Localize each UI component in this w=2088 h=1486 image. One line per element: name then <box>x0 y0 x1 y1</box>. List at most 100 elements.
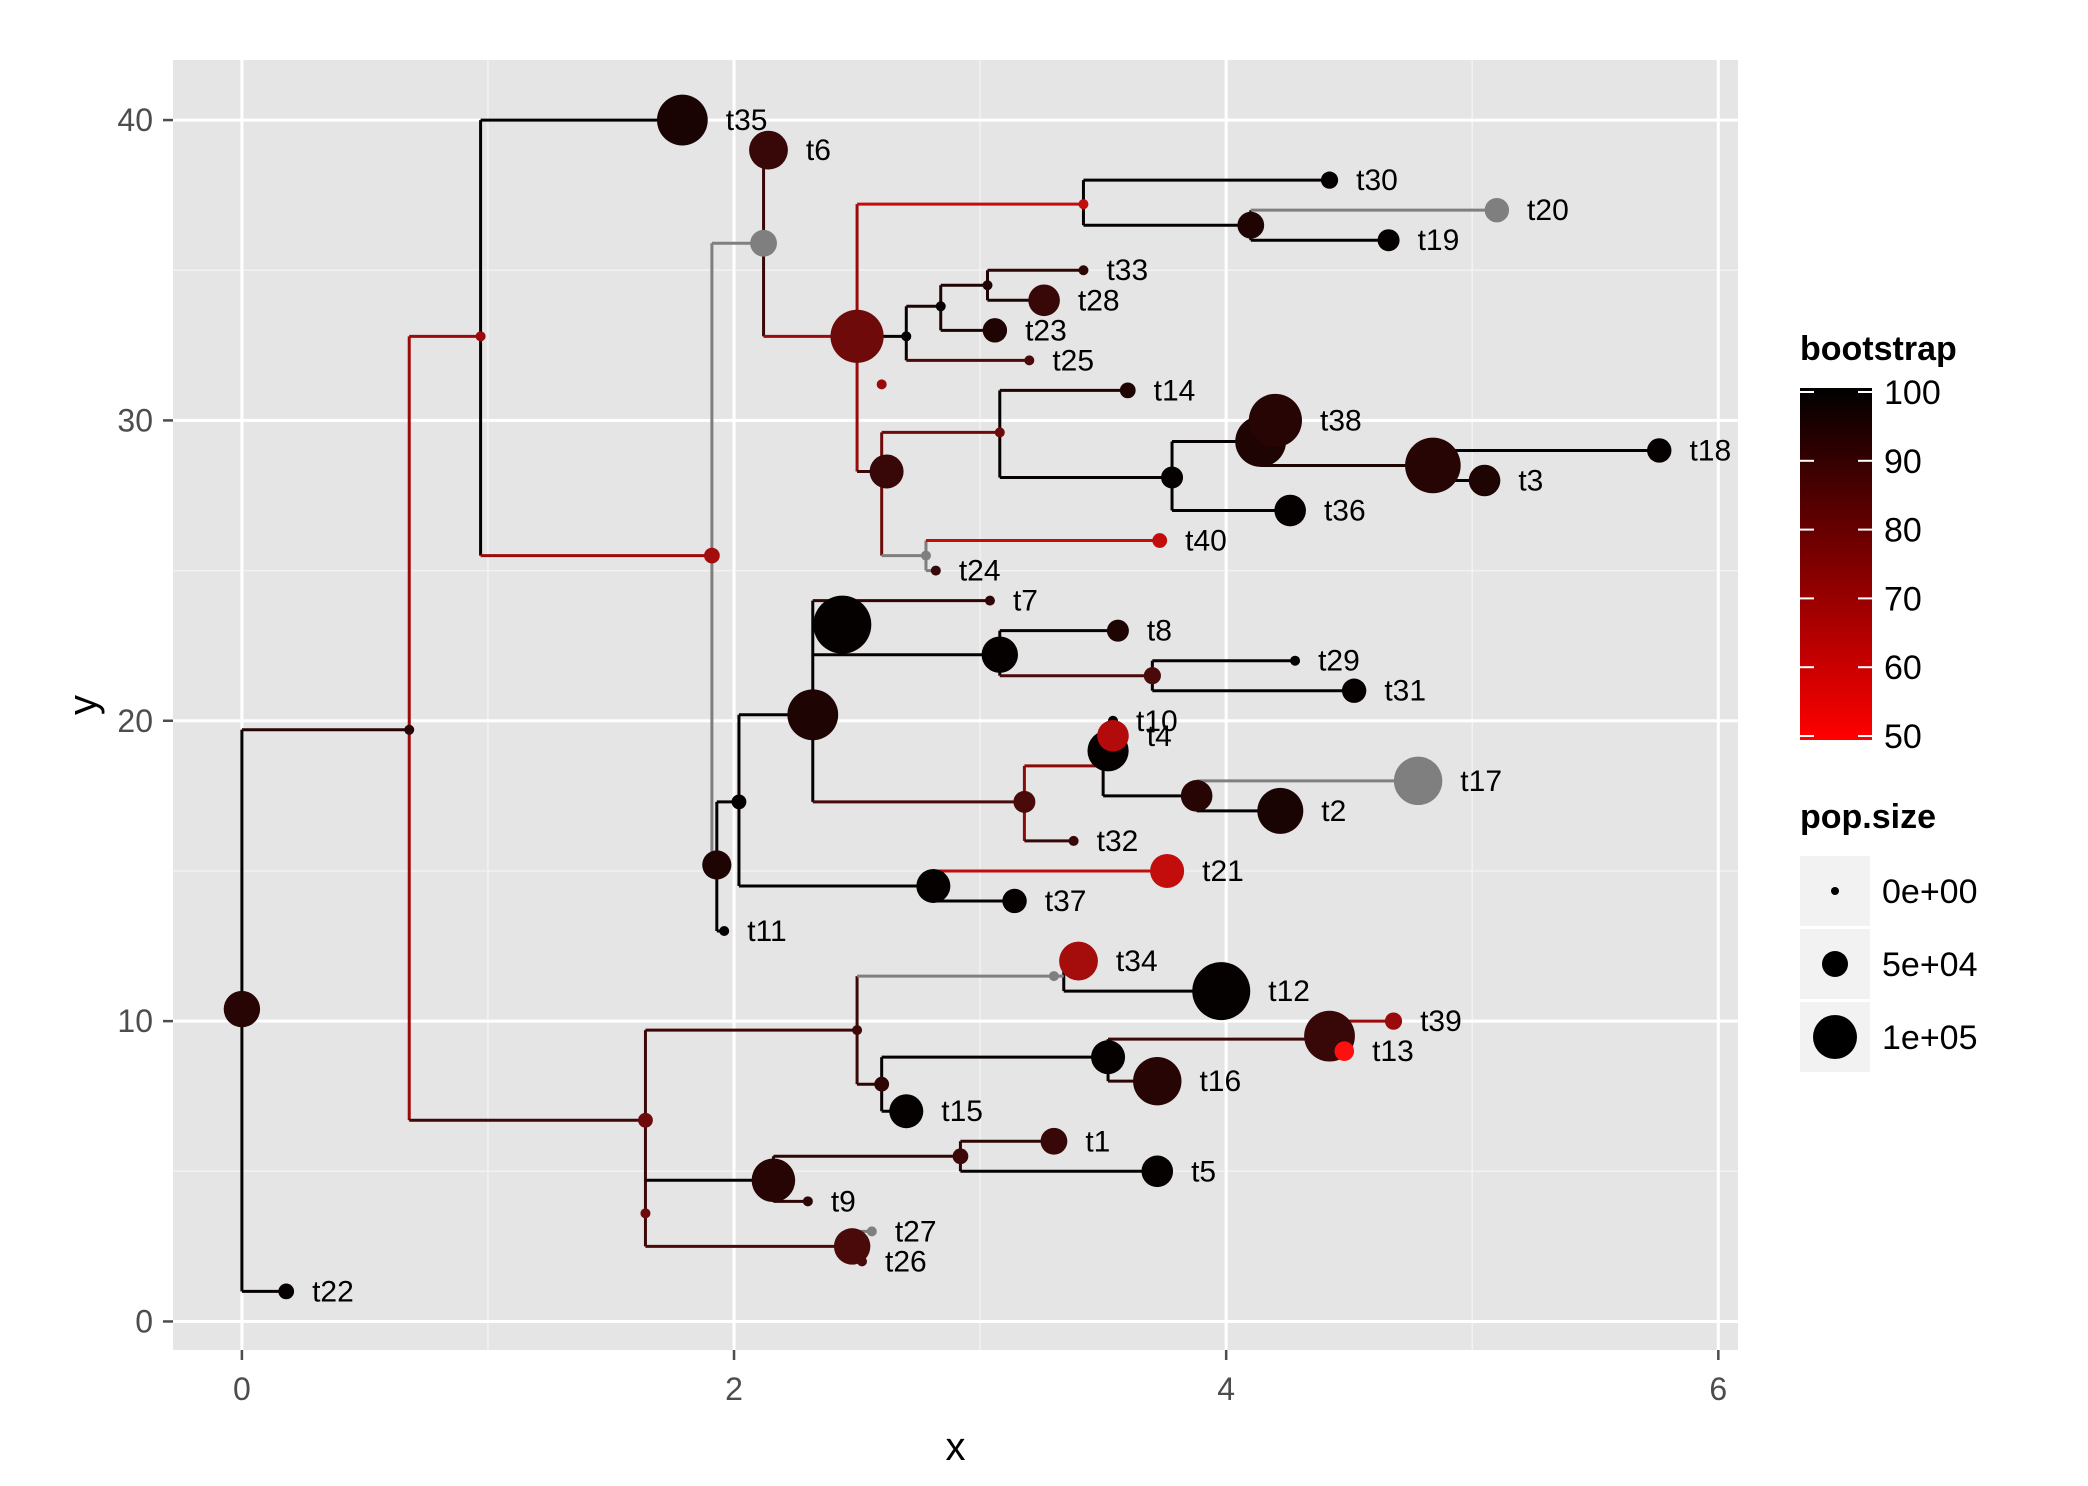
tip-point <box>1192 962 1251 1021</box>
tip-point <box>1257 787 1304 834</box>
tip-label-t9: t9 <box>831 1185 856 1218</box>
x-tick-label: 6 <box>1709 1371 1727 1407</box>
tip-point <box>656 94 708 146</box>
tip-point <box>802 1196 813 1207</box>
tip-point <box>1248 393 1302 448</box>
tip-point <box>1468 464 1501 497</box>
x-axis: 0 2 4 6 <box>233 1350 1727 1407</box>
tip-point <box>930 565 941 576</box>
tip-point <box>1334 1041 1355 1061</box>
tip-point <box>1150 853 1185 888</box>
internal-node-point <box>475 331 486 342</box>
y-axis: 0 10 20 30 40 <box>117 102 173 1339</box>
internal-node-point <box>751 1158 796 1203</box>
tip-label-t11: t11 <box>747 915 786 948</box>
tip-point <box>1106 619 1129 642</box>
tip-point <box>1274 494 1306 527</box>
tip-label-t7: t7 <box>1013 585 1038 618</box>
tip-point <box>1028 284 1060 317</box>
tip-label-t27: t27 <box>895 1215 937 1248</box>
internal-node-point <box>1180 780 1213 812</box>
internal-node-point <box>935 301 946 312</box>
x-axis-title: x <box>946 1425 966 1469</box>
tip-point <box>1341 678 1367 703</box>
colorbar-ticks: 100 90 80 70 60 50 <box>1800 374 1941 756</box>
size-key-label: 1e+05 <box>1882 1019 1978 1057</box>
tip-label-t30: t30 <box>1356 164 1398 197</box>
internal-node-point <box>638 1112 653 1128</box>
internal-node-point <box>404 724 415 735</box>
tip-label-t10: t10 <box>1136 705 1178 738</box>
tip-label-t32: t32 <box>1097 825 1139 858</box>
size-key-label: 5e+04 <box>1882 946 1978 984</box>
plot-panel <box>173 60 1738 1350</box>
tip-label-t15: t15 <box>941 1095 983 1128</box>
y-tick-label: 30 <box>117 402 153 438</box>
tip-label-t12: t12 <box>1268 975 1310 1008</box>
pop-size-keys: 0e+00 5e+04 1e+05 <box>1800 856 1978 1072</box>
tip-label-t33: t33 <box>1106 254 1148 287</box>
tip-point <box>866 1226 877 1237</box>
tip-label-t35: t35 <box>726 104 768 137</box>
tip-point <box>1152 533 1168 548</box>
minor-grid <box>173 60 1738 1350</box>
tip-label-t31: t31 <box>1384 675 1426 708</box>
internal-node-point <box>731 794 747 810</box>
y-tick-label: 0 <box>135 1303 153 1339</box>
tip-label-t17: t17 <box>1460 765 1502 798</box>
tip-label-t2: t2 <box>1321 795 1346 828</box>
tip-label-t19: t19 <box>1418 224 1460 257</box>
tip-label-t14: t14 <box>1154 374 1196 407</box>
tip-label-t5: t5 <box>1191 1155 1216 1188</box>
internal-node-point <box>830 309 884 363</box>
tip-label-t24: t24 <box>959 555 1001 588</box>
y-axis-title: y <box>61 695 105 715</box>
tip-point <box>749 130 788 170</box>
internal-node-point <box>981 636 1018 673</box>
tip-label-t22: t22 <box>312 1275 354 1308</box>
tip-label-t39: t39 <box>1420 1005 1462 1038</box>
tip-point <box>984 595 995 606</box>
size-key-point <box>1813 1015 1857 1059</box>
internal-node-point <box>916 868 951 903</box>
tip-point <box>1059 941 1098 981</box>
tip-label-t16: t16 <box>1199 1065 1241 1098</box>
tip-point <box>1040 1127 1068 1155</box>
size-key-point <box>1822 951 1848 977</box>
tip-label-t23: t23 <box>1025 314 1067 347</box>
colorbar-tick-label: 50 <box>1884 718 1922 756</box>
x-tick-label: 4 <box>1217 1371 1235 1407</box>
internal-node-point <box>869 454 904 489</box>
tip-label-t34: t34 <box>1116 945 1158 978</box>
tip-point <box>1068 835 1079 846</box>
tip-point <box>1141 1155 1174 1188</box>
internal-node-point <box>1048 971 1059 982</box>
tip-label-t38: t38 <box>1320 404 1362 437</box>
internal-node-point <box>640 1208 651 1219</box>
internal-node-point <box>704 547 720 564</box>
tip-point <box>1097 719 1129 752</box>
internal-node-point <box>750 229 777 257</box>
tip-label-t4: t4 <box>1147 720 1172 753</box>
tip-label-t18: t18 <box>1689 434 1731 467</box>
y-tick-label: 20 <box>117 703 153 739</box>
tip-label-t3: t3 <box>1518 464 1543 497</box>
colorbar-tick-label: 60 <box>1884 649 1922 687</box>
internal-node-point <box>1013 790 1036 813</box>
colorbar-tick-label: 90 <box>1884 443 1922 481</box>
tip-point <box>1024 355 1035 366</box>
tip-point <box>1002 888 1027 914</box>
internal-node-point <box>1078 199 1089 210</box>
tip-label-t8: t8 <box>1147 615 1172 648</box>
bootstrap-legend-title: bootstrap <box>1800 330 1957 368</box>
tip-point <box>719 926 730 937</box>
internal-node-point <box>1237 211 1265 239</box>
tip-label-t6: t6 <box>806 134 831 167</box>
tip-point <box>889 1094 924 1129</box>
tip-label-t26: t26 <box>885 1245 927 1278</box>
tip-label-t36: t36 <box>1324 495 1366 528</box>
tip-point <box>1320 171 1339 189</box>
tip-label-t13: t13 <box>1372 1035 1414 1068</box>
